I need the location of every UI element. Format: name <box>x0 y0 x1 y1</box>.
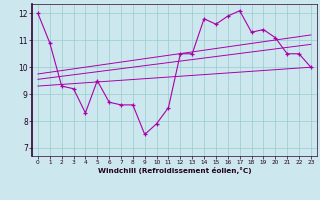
X-axis label: Windchill (Refroidissement éolien,°C): Windchill (Refroidissement éolien,°C) <box>98 167 251 174</box>
